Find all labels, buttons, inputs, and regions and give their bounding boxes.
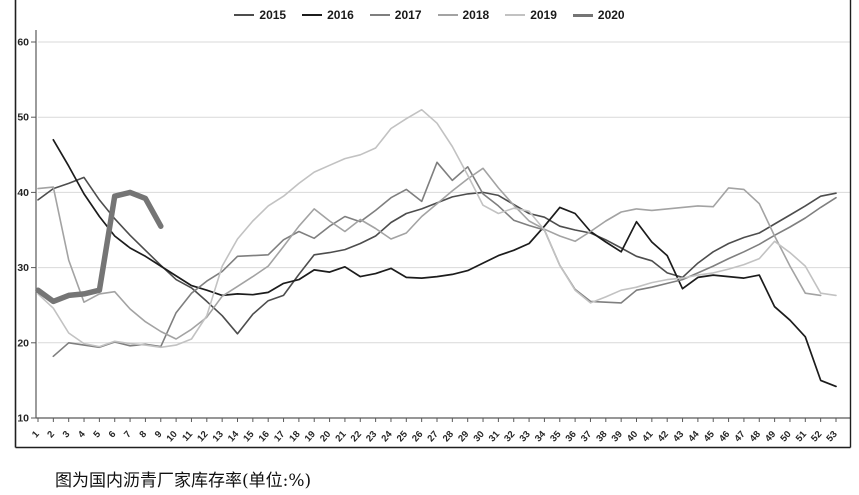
svg-text:46: 46 — [717, 429, 732, 444]
y-gridlines — [38, 41, 850, 344]
legend-label: 2017 — [394, 8, 422, 22]
legend-label: 2015 — [259, 8, 287, 22]
legend-item-2018: 2018 — [437, 8, 490, 22]
svg-text:52: 52 — [809, 429, 824, 444]
svg-text:2: 2 — [45, 429, 57, 440]
legend-item-2019: 2019 — [505, 8, 557, 22]
svg-text:40: 40 — [17, 187, 29, 199]
series-line-2019 — [37, 108, 837, 349]
svg-text:27: 27 — [425, 429, 440, 444]
svg-text:12: 12 — [195, 429, 210, 444]
svg-text:34: 34 — [533, 428, 549, 444]
legend-line-swatch — [234, 14, 255, 16]
legend-item-2020: 2020 — [572, 8, 625, 22]
legend-line-swatch — [369, 14, 390, 16]
svg-text:21: 21 — [333, 428, 349, 444]
svg-text:33: 33 — [518, 429, 533, 444]
svg-text:43: 43 — [671, 429, 686, 444]
svg-text:22: 22 — [349, 429, 364, 444]
svg-text:6: 6 — [107, 429, 119, 440]
svg-text:37: 37 — [579, 429, 594, 444]
svg-text:30: 30 — [472, 429, 487, 444]
svg-text:24: 24 — [379, 428, 395, 444]
svg-text:16: 16 — [257, 429, 272, 444]
svg-text:40: 40 — [625, 429, 640, 444]
svg-text:29: 29 — [456, 429, 471, 444]
chart-caption: 图为国内沥青厂家库存率(单位:%) — [55, 471, 312, 491]
svg-text:20: 20 — [318, 429, 333, 444]
svg-text:11: 11 — [180, 428, 195, 443]
svg-text:44: 44 — [686, 428, 702, 444]
legend-label: 2019 — [530, 8, 557, 22]
chart-frame-border — [14, 0, 852, 449]
svg-text:51: 51 — [794, 428, 810, 444]
svg-text:1: 1 — [30, 428, 42, 440]
series-line-2020 — [35, 189, 164, 305]
svg-text:36: 36 — [564, 429, 579, 444]
legend-line-swatch — [505, 14, 526, 16]
legend-line-swatch — [302, 14, 323, 16]
svg-text:50: 50 — [778, 429, 793, 444]
legend-line-swatch — [572, 13, 593, 17]
svg-text:48: 48 — [748, 429, 763, 444]
svg-text:8: 8 — [137, 429, 149, 440]
svg-text:3: 3 — [61, 429, 73, 440]
legend-label: 2018 — [462, 8, 490, 22]
legend-item-2017: 2017 — [369, 8, 422, 22]
axes — [35, 30, 850, 419]
legend-line-swatch — [437, 14, 458, 16]
svg-text:31: 31 — [487, 428, 503, 444]
svg-text:9: 9 — [153, 429, 165, 440]
svg-text:5: 5 — [91, 428, 103, 440]
svg-text:35: 35 — [548, 428, 564, 444]
chart-legend: 2015 2016 2017 2018 2019 2020 — [0, 8, 859, 22]
svg-text:10: 10 — [165, 429, 180, 444]
svg-text:26: 26 — [410, 429, 425, 444]
svg-text:17: 17 — [272, 429, 287, 444]
svg-text:49: 49 — [763, 429, 778, 444]
legend-item-2016: 2016 — [302, 8, 354, 22]
svg-text:38: 38 — [594, 429, 609, 444]
svg-text:45: 45 — [702, 428, 718, 444]
svg-text:50: 50 — [17, 112, 29, 124]
svg-text:15: 15 — [241, 428, 257, 444]
svg-text:14: 14 — [226, 428, 242, 444]
svg-text:19: 19 — [303, 429, 318, 444]
svg-text:28: 28 — [441, 429, 456, 444]
svg-text:4: 4 — [76, 428, 88, 440]
legend-item-2015: 2015 — [234, 8, 286, 22]
svg-text:25: 25 — [395, 428, 411, 444]
svg-text:41: 41 — [640, 428, 656, 444]
legend-label: 2016 — [327, 8, 354, 22]
svg-text:13: 13 — [211, 429, 226, 444]
svg-text:32: 32 — [502, 429, 517, 444]
y-axis-tick-labels: 10 20 30 40 50 60 — [17, 37, 36, 425]
svg-text:39: 39 — [610, 429, 625, 444]
svg-text:60: 60 — [17, 37, 29, 49]
svg-text:30: 30 — [17, 262, 29, 274]
series-line-2016 — [52, 138, 837, 388]
series-line-2015 — [37, 176, 837, 335]
svg-text:47: 47 — [732, 429, 747, 444]
svg-text:53: 53 — [824, 429, 839, 444]
svg-text:7: 7 — [122, 429, 134, 440]
svg-text:20: 20 — [17, 337, 29, 349]
x-axis-tick-labels: 1 2 3 4 5 6 7 8 9 10 11 12 13 14 15 16 17 18 19 20 21 22 23 24 2… — [30, 418, 840, 444]
series-line-2018 — [37, 167, 822, 340]
svg-text:18: 18 — [287, 429, 302, 444]
series-line-2017 — [52, 161, 837, 358]
svg-text:23: 23 — [364, 429, 379, 444]
legend-label: 2020 — [597, 8, 625, 22]
svg-text:42: 42 — [656, 429, 671, 444]
svg-text:10: 10 — [17, 413, 29, 425]
